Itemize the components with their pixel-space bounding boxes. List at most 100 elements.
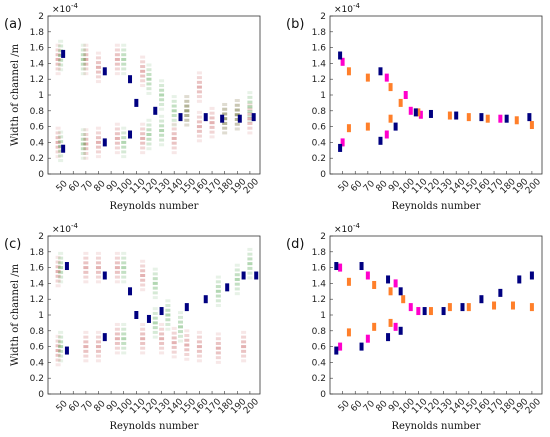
plot-frame [47,235,261,395]
data-point-smear [114,270,120,274]
data-point [498,114,503,123]
data-point-smear [140,74,146,78]
data-point-smear [234,268,240,272]
data-point-smear [196,139,202,143]
data-point-smear [114,256,120,260]
data-point-smear [222,112,228,116]
data-point-smear [171,151,177,155]
data-point-smear [58,144,64,148]
data-point-smear [196,340,202,344]
data-point-smear [247,117,253,121]
data-point-smear [140,341,146,345]
data-point-smear [58,359,64,363]
data-point-smear [159,119,165,123]
data-point-smear [80,151,86,155]
data-point-smear [55,57,61,61]
data-point-smear [55,349,61,353]
data-point-smear [196,90,202,94]
data-point-smear [152,316,158,320]
data-point-smear [234,113,240,117]
data-point-smear [55,43,61,47]
data-point-smear [114,280,120,284]
data-point-smear [215,332,221,336]
y-tick-label: 1.4 [312,59,327,69]
data-point-smear [95,145,101,149]
data-point-smear [121,280,127,284]
data-point-smear [247,112,253,116]
data-point-smear [95,80,101,84]
data-point-smear [184,114,190,118]
data-point [146,314,151,323]
data-point-smear [121,155,127,159]
data-point-smear [247,102,253,106]
data-point [102,67,107,76]
data-point-smear [234,277,240,281]
data-point-smear [121,261,127,265]
data-point-smear [114,322,120,326]
data-point [365,73,370,82]
plot-frame [329,15,543,175]
data-point-smear [83,256,89,260]
data-point-smear [184,329,190,333]
data-point-smear [80,137,86,141]
data-point-smear [95,335,101,339]
data-point-smear [121,136,127,140]
data-point-smear [171,123,177,127]
data-point-smear [184,334,190,338]
data-point [64,346,69,355]
data-point [403,91,408,99]
data-point-smear [196,134,202,138]
data-point-smear [159,346,165,350]
data-point-smear [140,274,146,277]
data-point [134,98,139,107]
data-point [466,303,471,312]
y-tick-label: 1.4 [312,279,327,289]
data-point-smear [241,359,247,363]
data-point [346,124,351,133]
data-point-smear [215,299,221,303]
y-tick-label: 1.2 [30,295,44,305]
data-point [102,271,107,280]
data-point-smear [83,128,89,132]
data-point [529,303,534,312]
data-point-smear [234,287,240,291]
x-tick-label: 200 [242,397,261,416]
data-point-smear [247,95,253,99]
data-point-smear [171,122,177,126]
data-point-smear [159,133,165,137]
data-point-smear [184,118,190,122]
data-point-smear [95,131,101,135]
data-point-smear [184,123,190,127]
y-tick-label: 2 [38,12,44,22]
data-point [393,279,398,288]
data-point-smear [159,351,165,355]
data-point-smear [55,270,61,274]
data-point-smear [121,126,127,130]
data-point-smear [184,104,190,108]
data-point-smear [215,294,221,298]
y-tick-label: 1.8 [312,248,327,258]
data-point-smear [247,262,253,266]
data-point [237,114,242,123]
data-point [466,113,471,122]
data-point-smear [140,288,146,292]
y-tick-label: 0 [38,390,44,400]
data-point-smear [83,266,89,270]
data-point-smear [215,289,221,293]
data-point-smear [184,123,190,127]
data-point-smear [121,270,127,274]
data-point-smear [83,340,89,344]
data-point-smear [140,84,146,88]
data-point [334,262,339,271]
data-point-smear [95,150,101,154]
data-point-smear [234,117,240,121]
data-point-smear [247,105,253,109]
data-point-smear [222,131,228,135]
data-point [498,288,503,297]
data-point [428,307,433,316]
y-tick-label: 0.8 [312,107,327,117]
data-point-smear [152,326,158,330]
data-point-smear [95,65,101,69]
data-point [365,122,370,131]
